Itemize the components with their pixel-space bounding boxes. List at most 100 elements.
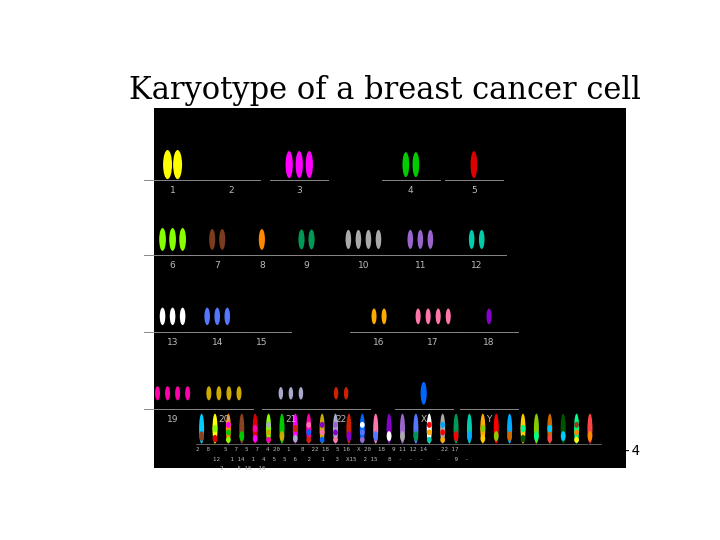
- Text: MDA231-4: MDA231-4: [574, 444, 641, 458]
- Ellipse shape: [428, 230, 433, 249]
- Ellipse shape: [471, 151, 477, 178]
- Ellipse shape: [494, 431, 499, 441]
- Ellipse shape: [372, 308, 377, 324]
- Ellipse shape: [521, 435, 526, 442]
- Ellipse shape: [574, 429, 579, 435]
- Ellipse shape: [286, 151, 293, 178]
- Ellipse shape: [480, 435, 485, 442]
- Ellipse shape: [293, 435, 298, 442]
- Ellipse shape: [436, 308, 441, 324]
- Text: 15: 15: [256, 338, 268, 347]
- Ellipse shape: [521, 414, 526, 443]
- Ellipse shape: [413, 152, 419, 177]
- Ellipse shape: [180, 308, 186, 325]
- Ellipse shape: [346, 414, 351, 443]
- Ellipse shape: [356, 230, 361, 249]
- Ellipse shape: [420, 382, 427, 404]
- Text: 19: 19: [167, 415, 179, 424]
- Ellipse shape: [574, 414, 579, 443]
- Text: X: X: [420, 415, 427, 424]
- Text: 12   1 14  1  4  5  5  6   2   1   3  X15  2 15   8  -  -  -    -    9  -: 12 1 14 1 4 5 5 6 2 1 3 X15 2 15 8 - - -…: [213, 457, 468, 462]
- Ellipse shape: [426, 308, 431, 324]
- Ellipse shape: [308, 230, 315, 249]
- Ellipse shape: [239, 414, 244, 443]
- Text: 4: 4: [408, 186, 414, 195]
- Text: 2: 2: [228, 186, 234, 195]
- Text: 5: 5: [471, 186, 477, 195]
- Text: 17: 17: [428, 338, 439, 347]
- Ellipse shape: [467, 431, 472, 441]
- Ellipse shape: [408, 230, 413, 249]
- Ellipse shape: [226, 422, 231, 428]
- Ellipse shape: [320, 414, 325, 443]
- Ellipse shape: [418, 230, 423, 249]
- Text: Karyotype of a breast cancer cell: Karyotype of a breast cancer cell: [129, 75, 641, 106]
- Ellipse shape: [299, 387, 303, 400]
- Ellipse shape: [574, 437, 579, 443]
- Ellipse shape: [534, 414, 539, 443]
- Ellipse shape: [479, 230, 485, 249]
- Ellipse shape: [366, 230, 372, 249]
- Ellipse shape: [159, 228, 166, 251]
- Text: 7: 7: [215, 261, 220, 270]
- Ellipse shape: [306, 437, 311, 443]
- Ellipse shape: [169, 228, 176, 251]
- Ellipse shape: [360, 414, 365, 443]
- Ellipse shape: [212, 425, 217, 433]
- Text: 2    5 15  16: 2 5 15 16: [213, 467, 265, 471]
- Text: 13: 13: [167, 338, 179, 347]
- Ellipse shape: [373, 414, 378, 443]
- Ellipse shape: [360, 437, 365, 443]
- Ellipse shape: [494, 414, 499, 443]
- Ellipse shape: [209, 229, 215, 250]
- Ellipse shape: [236, 386, 241, 400]
- Ellipse shape: [226, 414, 231, 443]
- Ellipse shape: [320, 422, 325, 428]
- Ellipse shape: [547, 414, 552, 443]
- Ellipse shape: [279, 414, 284, 443]
- Ellipse shape: [212, 435, 217, 442]
- Ellipse shape: [487, 308, 492, 324]
- Ellipse shape: [266, 429, 271, 435]
- Text: 9: 9: [304, 261, 310, 270]
- Text: Y: Y: [486, 415, 492, 424]
- Ellipse shape: [170, 308, 176, 325]
- Ellipse shape: [588, 431, 593, 441]
- Text: 1: 1: [170, 186, 176, 195]
- Ellipse shape: [561, 431, 566, 441]
- Ellipse shape: [199, 431, 204, 441]
- Ellipse shape: [547, 425, 552, 433]
- Ellipse shape: [440, 414, 445, 443]
- Ellipse shape: [298, 230, 305, 249]
- Ellipse shape: [279, 431, 284, 441]
- Ellipse shape: [179, 228, 186, 251]
- Ellipse shape: [376, 230, 382, 249]
- Text: 8: 8: [259, 261, 265, 270]
- Ellipse shape: [306, 429, 311, 435]
- Ellipse shape: [588, 414, 593, 443]
- Ellipse shape: [373, 431, 378, 441]
- Ellipse shape: [480, 425, 485, 433]
- Ellipse shape: [534, 431, 539, 441]
- Text: 11: 11: [415, 261, 426, 270]
- Ellipse shape: [160, 308, 166, 325]
- Ellipse shape: [253, 435, 258, 442]
- Ellipse shape: [219, 229, 225, 250]
- Bar: [154, 109, 626, 468]
- Ellipse shape: [344, 387, 348, 400]
- Ellipse shape: [521, 425, 526, 433]
- Ellipse shape: [333, 414, 338, 443]
- Ellipse shape: [469, 230, 474, 249]
- Ellipse shape: [413, 414, 418, 443]
- Ellipse shape: [427, 429, 432, 435]
- Ellipse shape: [413, 431, 418, 441]
- Ellipse shape: [266, 414, 271, 443]
- Ellipse shape: [360, 422, 365, 428]
- Ellipse shape: [334, 387, 338, 400]
- Text: 10: 10: [358, 261, 369, 270]
- Text: 20: 20: [218, 415, 230, 424]
- Ellipse shape: [165, 386, 170, 400]
- Ellipse shape: [415, 308, 420, 324]
- Ellipse shape: [258, 229, 265, 250]
- Ellipse shape: [333, 437, 338, 443]
